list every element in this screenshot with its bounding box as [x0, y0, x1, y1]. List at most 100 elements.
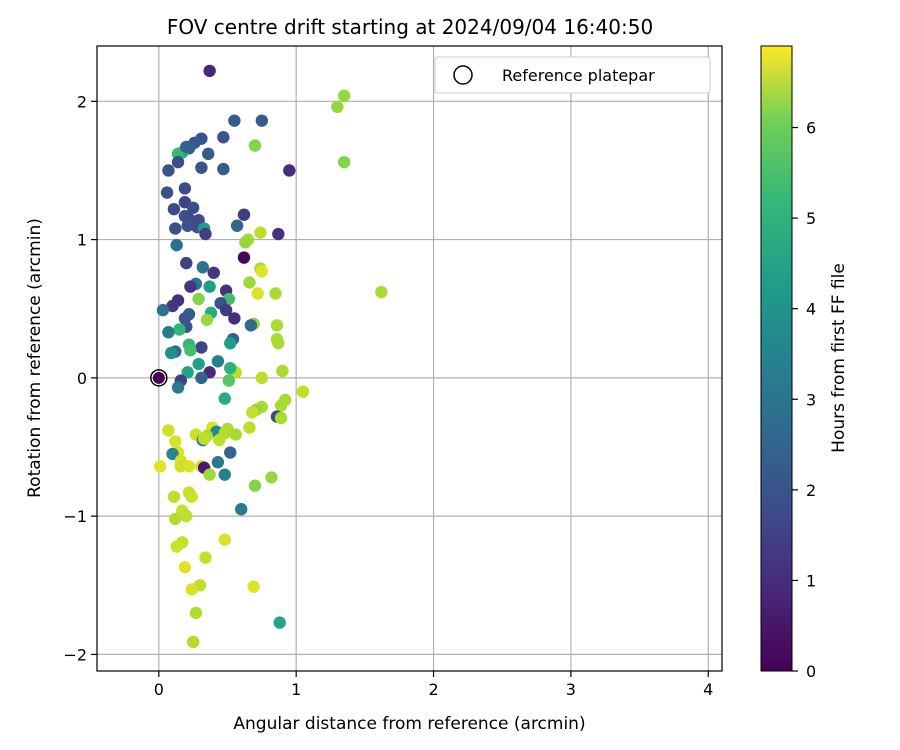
scatter-point [274, 411, 288, 425]
scatter-point [196, 261, 209, 274]
y-tick-label: 0 [77, 369, 87, 388]
scatter-point [255, 371, 269, 385]
scatter-point [228, 114, 241, 127]
scatter-point [276, 364, 289, 378]
scatter-point [207, 266, 220, 279]
scatter-point [199, 551, 212, 564]
scatter-point [184, 344, 197, 357]
legend-marker [453, 65, 473, 85]
colorbar-tick-label: 3 [806, 390, 816, 409]
scatter-point [203, 64, 216, 78]
scatter-point [167, 490, 181, 503]
scatter-point [243, 276, 256, 289]
scatter-point [169, 222, 182, 235]
scatter-point [180, 509, 193, 523]
scatter-point [274, 399, 288, 412]
legend: Reference platepar [434, 56, 711, 94]
scatter-point [180, 256, 193, 270]
colorbar-label: Hours from first FF file [829, 263, 849, 453]
scatter-point [185, 583, 198, 596]
scatter-point [338, 89, 351, 102]
scatter-point [156, 303, 170, 317]
scatter-point [224, 361, 237, 375]
scatter-point [166, 299, 179, 313]
scatter-point [248, 479, 262, 492]
y-axis-label: Rotation from reference (arcmin) [25, 218, 45, 498]
scatter-point [162, 424, 175, 437]
scatter-point [272, 227, 285, 241]
scatter-point [228, 312, 241, 325]
scatter-point [283, 164, 296, 177]
scatter-point [331, 100, 344, 114]
scatter-point [186, 635, 200, 649]
scatter-point [217, 131, 230, 144]
scatter-point [178, 182, 192, 195]
scatter-point [170, 238, 183, 252]
scatter-point [162, 326, 175, 339]
reference-point [150, 369, 168, 387]
x-axis-ticks: 0 1 2 3 4 [154, 671, 713, 699]
scatter-point [195, 371, 208, 385]
chart-title: FOV centre drift starting at 2024/09/04 … [167, 15, 653, 39]
scatter-point [218, 392, 231, 405]
scatter-point [272, 337, 285, 350]
scatter-point [162, 164, 175, 177]
scatter-point [202, 147, 215, 161]
colorbar-tick-label: 2 [806, 481, 816, 500]
scatter-point [224, 337, 237, 350]
scatter-point [164, 346, 178, 360]
scatter-point [246, 406, 259, 419]
scatter-point [248, 139, 262, 152]
scatter-point [181, 366, 194, 379]
x-tick-label: 1 [291, 680, 301, 699]
scatter-point [237, 251, 251, 264]
scatter-point [192, 357, 205, 371]
scatter-point [186, 201, 200, 214]
scatter-point [265, 471, 278, 484]
x-tick-label: 2 [428, 680, 438, 699]
scatter-point [270, 319, 284, 332]
scatter-point [169, 512, 182, 526]
scatter-point [160, 186, 174, 199]
scatter-point [192, 292, 205, 306]
y-axis-ticks: −2 −1 0 1 2 [63, 92, 97, 664]
grid [97, 46, 722, 671]
y-tick-label: −1 [63, 507, 87, 526]
colorbar-gradient [760, 45, 793, 672]
scatter-point [213, 433, 226, 447]
scatter-point [218, 533, 231, 546]
x-tick-label: 3 [566, 680, 576, 699]
colorbar-tick-label: 5 [806, 209, 816, 228]
reference-point-fill [152, 371, 165, 384]
scatter-point [195, 161, 208, 174]
colorbar-tick-label: 0 [806, 662, 816, 681]
legend-box [434, 56, 711, 94]
scatter-point [224, 446, 237, 459]
scatter-point [375, 285, 388, 299]
scatter-point [273, 616, 286, 629]
scatter-point [239, 236, 252, 249]
scatter-point [255, 114, 269, 127]
scatter-points [152, 64, 388, 649]
scatter-point [244, 319, 258, 332]
scatter-point [247, 580, 260, 593]
scatter-point [211, 355, 225, 368]
scatter-point [255, 265, 269, 278]
scatter-point [180, 140, 193, 154]
scatter-point [254, 226, 267, 239]
scatter-point [217, 162, 230, 176]
scatter-point [200, 313, 214, 326]
scatter-point [181, 219, 194, 232]
scatter-point [269, 287, 282, 300]
scatter-point [153, 460, 167, 473]
scatter-point [296, 385, 310, 398]
y-tick-label: 2 [77, 92, 87, 111]
scatter-point [229, 428, 242, 441]
scatter-point [222, 374, 236, 387]
x-tick-label: 0 [154, 680, 164, 699]
scatter-point [195, 341, 208, 354]
colorbar-tick-label: 6 [806, 119, 816, 138]
scatter-point [199, 227, 212, 241]
scatter-point [203, 280, 216, 293]
scatter-point [178, 561, 192, 574]
